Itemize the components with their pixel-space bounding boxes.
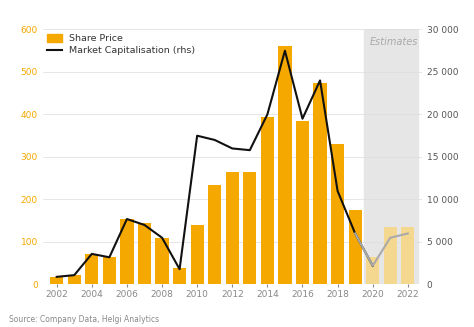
Bar [50, 277, 64, 284]
Bar [173, 268, 186, 284]
Bar [296, 121, 309, 284]
Bar [364, 29, 419, 284]
Bar [191, 225, 204, 284]
Bar [226, 172, 239, 284]
Bar [85, 254, 99, 284]
Bar [155, 238, 169, 284]
Legend: Share Price, Market Capitalisation (rhs): Share Price, Market Capitalisation (rhs) [47, 34, 195, 55]
Bar [401, 227, 414, 284]
Bar [208, 184, 221, 284]
Bar [383, 227, 397, 284]
Bar [313, 82, 327, 284]
Bar [243, 172, 256, 284]
Bar [103, 257, 116, 284]
Bar [68, 275, 81, 284]
Text: Estimates: Estimates [370, 37, 418, 47]
Bar [331, 144, 344, 284]
Text: Source: Company Data, Helgi Analytics: Source: Company Data, Helgi Analytics [9, 315, 160, 324]
Bar [278, 46, 292, 284]
Bar [138, 223, 151, 284]
Bar [261, 117, 274, 284]
Bar [366, 257, 379, 284]
Bar [348, 210, 362, 284]
Bar [120, 219, 134, 284]
